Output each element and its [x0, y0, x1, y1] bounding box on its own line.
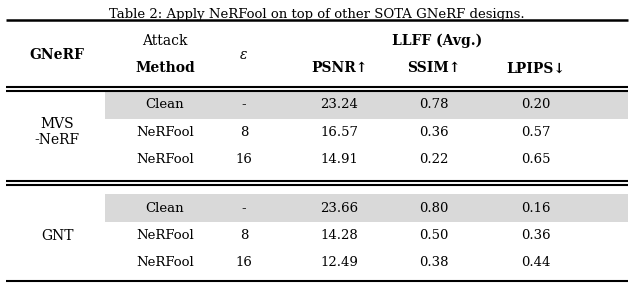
Text: 0.44: 0.44	[521, 257, 550, 269]
Text: ε: ε	[240, 48, 248, 62]
Text: PSNR↑: PSNR↑	[311, 61, 367, 75]
Text: NeRFool: NeRFool	[136, 257, 194, 269]
Text: 0.38: 0.38	[420, 257, 449, 269]
Text: 23.24: 23.24	[320, 98, 358, 111]
Text: 8: 8	[240, 229, 249, 242]
Text: Attack: Attack	[142, 34, 188, 48]
Text: 0.50: 0.50	[420, 229, 449, 242]
Text: 0.80: 0.80	[420, 202, 449, 215]
Text: 0.78: 0.78	[420, 98, 449, 111]
Text: MVS
-NeRF: MVS -NeRF	[34, 117, 80, 147]
Text: NeRFool: NeRFool	[136, 229, 194, 242]
Text: -: -	[242, 98, 247, 111]
Text: 12.49: 12.49	[320, 257, 358, 269]
Text: LPIPS↓: LPIPS↓	[506, 61, 566, 75]
Text: 0.16: 0.16	[521, 202, 550, 215]
Text: 0.22: 0.22	[420, 153, 449, 166]
Text: LLFF (Avg.): LLFF (Avg.)	[392, 34, 482, 48]
Text: 16: 16	[236, 257, 252, 269]
Text: 0.36: 0.36	[420, 126, 449, 139]
Text: Clean: Clean	[146, 98, 184, 111]
Text: 14.91: 14.91	[320, 153, 358, 166]
Text: 0.36: 0.36	[521, 229, 550, 242]
Text: 23.66: 23.66	[320, 202, 358, 215]
Text: 0.57: 0.57	[521, 126, 550, 139]
Text: 16: 16	[236, 153, 252, 166]
Text: 16.57: 16.57	[320, 126, 358, 139]
Text: 8: 8	[240, 126, 249, 139]
Text: GNT: GNT	[41, 229, 74, 243]
Text: SSIM↑: SSIM↑	[408, 61, 461, 75]
Text: Clean: Clean	[146, 202, 184, 215]
Text: 14.28: 14.28	[320, 229, 358, 242]
Text: GNeRF: GNeRF	[30, 48, 84, 62]
Text: Table 2: Apply NeRFool on top of other SOTA GNeRF designs.: Table 2: Apply NeRFool on top of other S…	[109, 8, 525, 21]
Text: 0.20: 0.20	[521, 98, 550, 111]
Text: NeRFool: NeRFool	[136, 153, 194, 166]
Text: NeRFool: NeRFool	[136, 126, 194, 139]
Text: Method: Method	[135, 61, 195, 75]
Text: 0.65: 0.65	[521, 153, 550, 166]
Text: -: -	[242, 202, 247, 215]
